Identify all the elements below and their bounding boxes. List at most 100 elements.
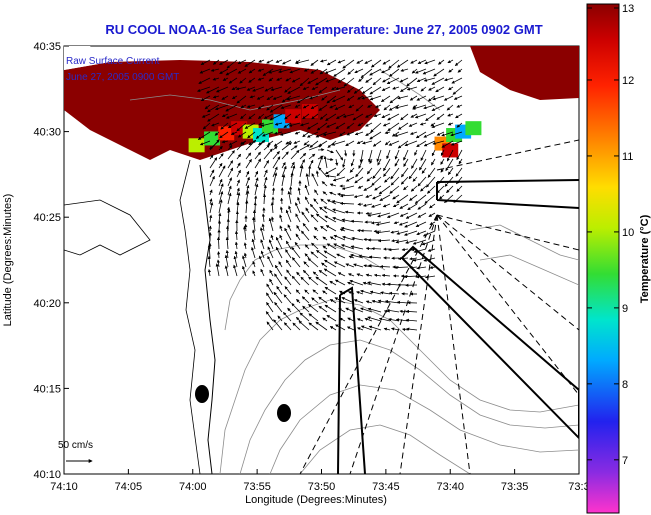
current-vector [284,286,292,295]
current-vector [291,246,301,259]
current-vector [204,104,211,110]
current-vector [409,131,418,135]
current-vector [218,178,223,187]
current-vector [336,253,346,259]
current-vector [341,297,355,304]
current-vector [344,210,355,214]
current-vector [368,325,382,331]
current-vector [370,122,382,133]
current-vector [334,104,346,110]
current-vector [274,273,283,286]
current-vector [364,59,373,64]
current-vector [455,167,463,177]
current-vector [347,281,355,286]
current-vector [308,276,319,286]
current-vector [296,298,301,304]
current-vector [407,203,418,211]
current-vector [415,131,427,139]
current-vector [415,275,427,279]
current-vector [207,268,211,277]
current-vector [209,214,213,223]
current-vector [301,211,310,223]
current-vector [300,276,310,286]
current-vector [389,185,400,194]
current-vector [291,303,301,313]
colorbar-tick-label: 8 [622,379,628,391]
current-vector [304,244,310,250]
current-vector [416,140,427,148]
current-vector [342,59,355,69]
current-vector [257,104,265,110]
sst-warm-region-mid [64,46,110,70]
current-vector [302,86,310,90]
current-vector [400,113,409,121]
colorbar-label: Temperature (°C) [639,214,651,303]
current-vector [254,170,259,178]
current-vector [412,104,427,110]
current-vector [221,95,229,100]
current-vector [267,140,274,146]
current-vector [260,250,265,259]
current-vector [394,158,400,167]
current-vector [287,307,292,313]
current-vector [372,167,382,180]
x-tick-label: 74:10 [50,481,78,493]
current-vector [372,77,382,86]
current-vector [267,246,274,259]
current-vector [421,167,427,174]
current-vector [284,227,292,241]
current-vector [319,113,328,120]
current-vector [295,213,301,223]
current-vector [432,95,445,101]
current-vector [320,225,328,232]
current-vector [455,113,463,119]
current-vector [446,149,454,162]
current-vector [356,291,364,295]
current-vector [269,104,283,113]
current-vector [436,131,445,136]
current-vector [243,242,247,250]
current-vector [227,167,234,178]
current-vector [454,59,463,66]
current-vector [348,104,355,109]
current-vector [383,104,391,111]
current-vector [326,243,337,250]
current-vector [375,104,382,108]
current-vector [218,165,226,178]
current-vector [303,261,310,268]
current-vector [258,59,265,63]
current-vector [354,176,364,184]
current-vector [317,155,323,169]
current-vector [322,191,328,196]
current-vector [400,176,409,185]
current-vector [295,202,301,214]
current-vector [199,140,211,146]
current-vector [263,184,267,196]
current-vector [201,113,211,118]
current-vector [239,77,247,84]
current-vector [324,167,337,175]
current-vector [198,77,211,84]
current-vector [224,254,229,268]
current-vector [429,221,436,225]
current-vector [237,68,247,74]
current-vector [225,225,230,241]
current-vector [432,140,445,145]
current-vector [339,317,346,322]
current-vector [304,184,310,196]
current-vector [396,230,409,235]
current-vector [236,141,245,151]
current-vector [257,77,265,81]
current-vector [353,263,364,268]
current-vector [411,158,418,169]
current-vector [304,289,310,295]
current-vector [431,104,445,111]
current-vector [334,297,346,304]
current-vector [332,208,346,214]
current-vector [386,77,400,85]
current-vector [258,255,265,268]
current-vector [368,264,382,268]
current-vector [415,68,427,74]
current-vector [447,113,454,117]
current-vector [268,77,274,82]
